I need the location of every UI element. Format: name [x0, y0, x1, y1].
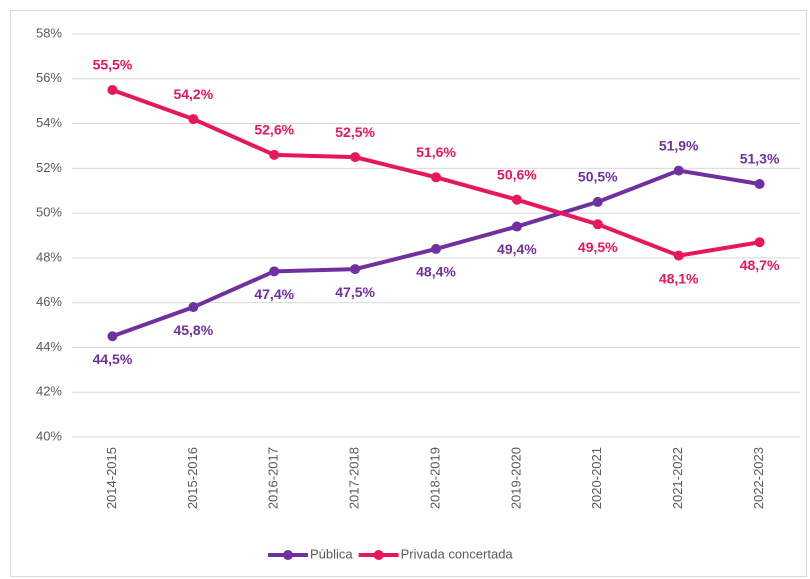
- x-tick-label: 2015-2016: [185, 447, 200, 509]
- y-tick-label: 58%: [36, 25, 62, 40]
- data-point: [350, 264, 361, 275]
- x-tick-label: 2014-2015: [104, 447, 119, 509]
- data-label: 50,5%: [578, 169, 618, 185]
- data-label: 49,5%: [578, 239, 618, 255]
- data-point: [107, 331, 118, 342]
- y-tick-label: 50%: [36, 205, 62, 220]
- data-label: 49,4%: [497, 241, 537, 257]
- data-point: [269, 266, 280, 277]
- x-tick-label: 2021-2022: [670, 447, 685, 509]
- y-tick-label: 52%: [36, 160, 62, 175]
- data-label: 47,4%: [254, 286, 294, 302]
- data-label: 45,8%: [173, 322, 213, 338]
- data-label: 52,5%: [335, 124, 375, 140]
- legend-marker: [373, 550, 384, 560]
- legend-label: Privada concertada: [401, 546, 514, 561]
- legend-label: Pública: [310, 546, 353, 561]
- data-label: 47,5%: [335, 284, 375, 300]
- data-point: [431, 243, 441, 254]
- x-tick-label: 2020-2021: [589, 447, 604, 509]
- data-point: [673, 165, 684, 176]
- x-tick-label: 2017-2018: [347, 447, 362, 509]
- data-point: [673, 250, 684, 261]
- data-point: [592, 219, 603, 230]
- data-label: 51,6%: [416, 144, 456, 160]
- x-tick-label: 2018-2019: [427, 447, 442, 509]
- data-point: [754, 237, 765, 248]
- data-point: [511, 194, 522, 205]
- data-point: [754, 179, 765, 190]
- data-label: 52,6%: [254, 122, 294, 138]
- y-tick-label: 42%: [36, 384, 62, 399]
- y-tick-label: 48%: [36, 249, 62, 264]
- y-tick-label: 40%: [36, 428, 62, 443]
- data-label: 48,7%: [740, 257, 780, 273]
- data-label: 51,3%: [740, 151, 780, 167]
- y-tick-label: 56%: [36, 70, 62, 85]
- legend-marker: [283, 550, 293, 560]
- data-label: 54,2%: [173, 86, 213, 102]
- data-point: [269, 149, 280, 160]
- chart-frame: [10, 10, 807, 577]
- data-label: 55,5%: [93, 57, 133, 73]
- x-tick-label: 2022-2023: [751, 447, 766, 509]
- y-tick-label: 46%: [36, 294, 62, 309]
- x-tick-label: 2019-2020: [508, 447, 523, 509]
- data-point: [431, 172, 441, 183]
- data-label: 48,1%: [659, 270, 699, 286]
- x-tick-label: 2016-2017: [266, 447, 281, 509]
- data-point: [188, 114, 199, 125]
- y-tick-label: 44%: [36, 339, 62, 354]
- data-point: [592, 196, 603, 207]
- data-label: 50,6%: [497, 166, 537, 182]
- y-tick-label: 54%: [36, 115, 62, 130]
- data-point: [107, 84, 118, 95]
- data-label: 44,5%: [93, 351, 133, 367]
- data-point: [511, 221, 522, 232]
- data-label: 48,4%: [416, 264, 456, 280]
- data-point: [188, 302, 199, 313]
- data-label: 51,9%: [659, 137, 699, 153]
- data-point: [350, 152, 361, 163]
